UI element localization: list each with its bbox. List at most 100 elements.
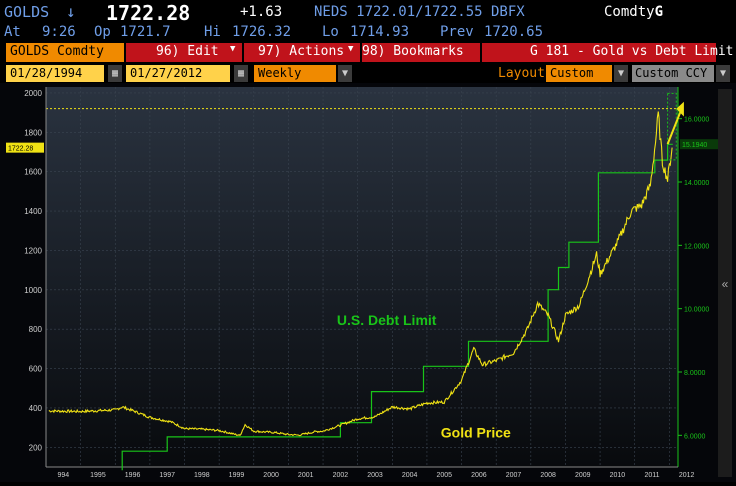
x-tick-label: 1995 — [90, 472, 106, 479]
dropdown-arrow-icon: ▼ — [348, 44, 354, 54]
last-price: 1722.28 — [106, 1, 191, 25]
x-tick-label: 2001 — [298, 472, 314, 479]
left-tick-label: 600 — [29, 365, 43, 374]
start-date-field[interactable]: 01/28/1994 — [6, 65, 104, 82]
edit-label: 96) Edit — [156, 44, 219, 59]
annotation-debt-limit: U.S. Debt Limit — [337, 312, 437, 328]
plot-background — [46, 87, 678, 467]
right-tick-label: 10.0000 — [684, 307, 709, 314]
chevron-down-icon[interactable]: ▼ — [338, 65, 352, 82]
bookmarks-label: 98) Bookmarks — [362, 44, 464, 59]
projection-box — [667, 92, 677, 161]
x-tick-label: 2007 — [506, 472, 522, 479]
high-label: Hi — [204, 24, 221, 40]
left-tick-label: 1800 — [24, 128, 42, 137]
down-arrow-icon: ↓ — [66, 2, 76, 21]
quote-time: 9:26 — [42, 24, 76, 40]
left-tick-label: 1400 — [24, 207, 42, 216]
last-debt-tag-label: 15.1940 — [682, 142, 707, 149]
bookmarks-menu-button[interactable]: 98) Bookmarks — [362, 43, 480, 62]
market-sector: ComdtyG — [604, 4, 664, 20]
calendar-icon[interactable]: ▦ — [234, 65, 248, 82]
end-date-value: 01/27/2012 — [130, 66, 203, 80]
period-value: Weekly — [258, 66, 302, 80]
left-tick-label: 200 — [29, 443, 43, 452]
right-tick-label: 14.0000 — [684, 180, 709, 187]
high-value: 1726.32 — [232, 24, 292, 40]
scroll-panel[interactable] — [718, 89, 732, 477]
currency-value: Custom CCY — [635, 66, 708, 80]
x-tick-label: 2012 — [679, 472, 695, 479]
security-field[interactable]: GOLDS Comdty — [6, 43, 124, 62]
right-tick-label: 12.0000 — [684, 243, 709, 250]
x-tick-label: 1998 — [194, 472, 210, 479]
x-tick-label: 2003 — [367, 472, 383, 479]
right-tick-label: 16.0000 — [684, 117, 709, 124]
trend-arrow-icon — [666, 106, 684, 145]
low-label: Lo — [322, 24, 339, 40]
left-tick-label: 2000 — [24, 89, 42, 98]
series-line-debt-limit — [121, 143, 673, 471]
x-tick-label: 2004 — [402, 472, 418, 479]
left-tick-label: 800 — [29, 325, 43, 334]
gold-vs-debt-chart[interactable]: 20001800160014001200100080060040020016.0… — [0, 83, 736, 482]
price-change: +1.63 — [240, 4, 283, 20]
low-value: 1714.93 — [350, 24, 410, 40]
ticker-symbol[interactable]: GOLDS — [4, 3, 50, 21]
security-label: GOLDS Comdty — [10, 44, 104, 59]
series-line-gold-price — [48, 111, 673, 437]
last-debt-tag — [680, 139, 718, 150]
trend-arrowhead-icon — [676, 101, 684, 117]
open-value: 1721.7 — [120, 24, 171, 40]
graph-title: G 181 - Gold vs Debt Limit — [530, 44, 734, 59]
graph-title-bar: G 181 - Gold vs Debt Limit — [482, 43, 734, 62]
right-tick-label: 6.0000 — [684, 433, 706, 440]
layout-label: Layout — [498, 66, 545, 81]
annotation-gold-price: Gold Price — [441, 424, 511, 440]
prev-value: 1720.65 — [484, 24, 544, 40]
prev-label: Prev — [440, 24, 474, 40]
edit-menu-button[interactable]: 96) Edit ▼ — [126, 43, 242, 62]
layout-value: Custom — [550, 66, 594, 80]
start-date-value: 01/28/1994 — [10, 66, 83, 80]
ticker-header: GOLDS ↓ 1722.28 +1.63 NEDS 1722.01/1722.… — [0, 0, 736, 25]
open-label: Op — [94, 24, 111, 40]
calendar-icon[interactable]: ▦ — [108, 65, 122, 82]
last-price-tag-label: 1722.28 — [8, 146, 33, 153]
x-tick-label: 2009 — [575, 472, 591, 479]
end-date-field[interactable]: 01/27/2012 — [126, 65, 230, 82]
market-key: G — [654, 4, 664, 20]
quote-details: At 9:26 Op 1721.7 Hi 1726.32 Lo 1714.93 … — [0, 24, 736, 42]
right-tick-label: 8.0000 — [684, 370, 706, 377]
x-tick-label: 2008 — [540, 472, 556, 479]
x-tick-label: 2005 — [436, 472, 452, 479]
x-tick-label: 2000 — [263, 472, 279, 479]
x-tick-label: 2011 — [644, 472, 659, 479]
chart-settings: 01/28/1994 ▦ 01/27/2012 ▦ Weekly ▼ Layou… — [0, 64, 736, 83]
x-tick-label: 1997 — [159, 472, 175, 479]
x-tick-label: 2002 — [333, 472, 349, 479]
currency-select[interactable]: Custom CCY — [632, 65, 714, 82]
price-source: NEDS 1722.01/1722.55 DBFX — [314, 4, 525, 20]
x-tick-label: 2010 — [610, 472, 626, 479]
actions-label: 97) Actions — [258, 44, 345, 59]
left-tick-label: 1200 — [24, 246, 42, 255]
chevron-down-icon[interactable]: ▼ — [716, 65, 730, 82]
last-price-tag — [6, 142, 44, 153]
layout-select[interactable]: Custom — [546, 65, 612, 82]
left-tick-label: 1600 — [24, 168, 42, 177]
dropdown-arrow-icon: ▼ — [230, 44, 236, 54]
chart-area: 2000 1800 1600 1400 1200 1000 800 600 400 200 16.0… — [0, 83, 736, 482]
x-tick-label: 2006 — [471, 472, 487, 479]
x-tick-label: 994 — [57, 472, 69, 479]
at-label: At — [4, 24, 21, 40]
left-tick-label: 400 — [29, 404, 43, 413]
x-tick-label: 1996 — [125, 472, 141, 479]
left-tick-label: 1000 — [24, 286, 42, 295]
period-select[interactable]: Weekly — [254, 65, 336, 82]
collapse-icon[interactable]: « — [722, 277, 729, 291]
chevron-down-icon[interactable]: ▼ — [614, 65, 628, 82]
x-tick-label: 1999 — [229, 472, 245, 479]
actions-menu-button[interactable]: 97) Actions ▼ — [244, 43, 360, 62]
function-toolbar: GOLDS Comdty 96) Edit ▼ 97) Actions ▼ 98… — [0, 43, 736, 63]
